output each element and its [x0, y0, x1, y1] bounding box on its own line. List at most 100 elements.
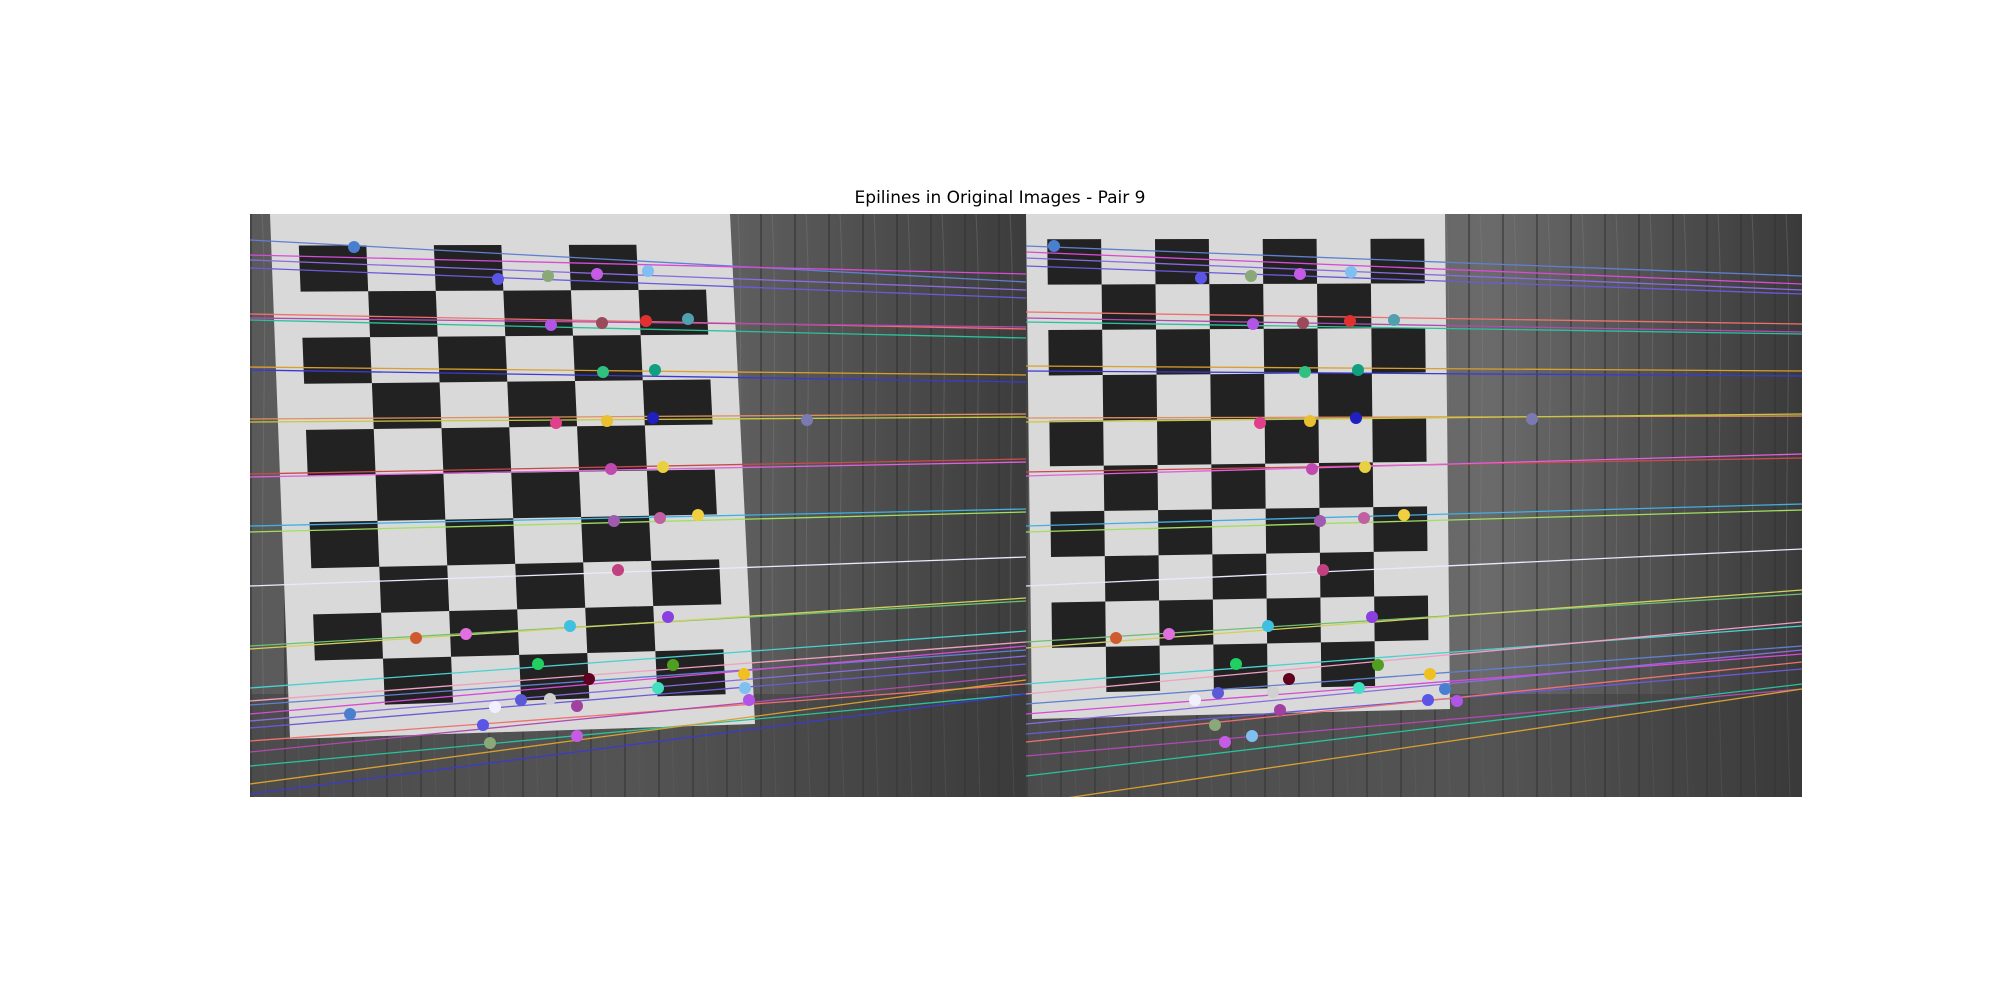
- feature-point: [739, 682, 751, 694]
- feature-point: [344, 708, 356, 720]
- board-square: [441, 427, 512, 474]
- board-square: [375, 473, 446, 521]
- board-square: [638, 289, 709, 336]
- board-square: [382, 656, 453, 705]
- epiline: [250, 649, 1026, 706]
- board-square: [581, 515, 652, 563]
- board-square: [379, 565, 450, 613]
- board-square: [1048, 329, 1103, 376]
- board-square: [298, 245, 369, 292]
- feature-point: [738, 668, 750, 680]
- epiline: [1026, 509, 1802, 533]
- board-square: [1158, 509, 1213, 556]
- board-square: [1318, 462, 1374, 508]
- epiline: [1068, 688, 1802, 797]
- board-square: [1104, 555, 1160, 602]
- epiline: [250, 267, 1026, 299]
- feature-point: [550, 417, 562, 429]
- board-square: [302, 337, 372, 384]
- wood-plank-seam: [1604, 214, 1606, 797]
- epiline: [1026, 548, 1802, 587]
- board-square: [642, 379, 713, 426]
- feature-point: [460, 628, 472, 640]
- left-points: [344, 241, 813, 749]
- feature-point: [1353, 682, 1365, 694]
- board-square: [577, 425, 647, 472]
- feature-point: [657, 461, 669, 473]
- wood-plank-seam: [1570, 214, 1572, 797]
- wood-plank-seam: [828, 214, 830, 797]
- feature-point: [348, 241, 360, 253]
- epiline: [250, 416, 1026, 423]
- epiline: [1026, 688, 1802, 757]
- feature-point: [1195, 272, 1207, 284]
- board-square: [507, 380, 578, 428]
- feature-point: [605, 463, 617, 475]
- epiline: [250, 683, 1026, 742]
- wood-plank-seam: [896, 214, 898, 797]
- wood-grain: [1683, 214, 1689, 797]
- feature-point: [682, 313, 694, 325]
- board-square: [651, 559, 722, 607]
- wood-grain: [1547, 214, 1553, 797]
- epiline: [1026, 257, 1802, 291]
- feature-point: [601, 415, 613, 427]
- feature-point: [1230, 658, 1242, 670]
- epiline: [250, 369, 1026, 383]
- board-square: [1047, 239, 1102, 285]
- feature-point: [564, 620, 576, 632]
- epiline: [1026, 317, 1802, 333]
- epiline: [250, 366, 1026, 376]
- epiline: [250, 679, 1026, 785]
- wood-plank-seam: [862, 214, 864, 797]
- epiline: [250, 645, 1026, 715]
- wood-grain: [1615, 214, 1621, 797]
- epiline: [1026, 589, 1802, 649]
- epiline: [1026, 625, 1802, 685]
- feature-point: [1388, 314, 1400, 326]
- feature-point: [1352, 364, 1364, 376]
- feature-point: [492, 273, 504, 285]
- board-square: [1264, 418, 1319, 464]
- feature-point: [1297, 317, 1309, 329]
- feature-point: [1314, 515, 1326, 527]
- board-square: [1157, 419, 1212, 465]
- feature-point: [484, 737, 496, 749]
- feature-point: [654, 512, 666, 524]
- board-square: [309, 520, 380, 569]
- epiline: [250, 458, 1026, 475]
- wood-plank-seam: [1536, 214, 1538, 797]
- epiline: [250, 319, 1026, 339]
- feature-point: [1262, 620, 1274, 632]
- board-square: [1105, 645, 1161, 693]
- figure-title: Epilines in Original Images - Pair 9: [854, 188, 1146, 208]
- board-square: [1154, 239, 1210, 285]
- feature-point: [1247, 318, 1259, 330]
- feature-point: [743, 694, 755, 706]
- board-square: [1265, 507, 1320, 554]
- board-square: [313, 612, 383, 661]
- board-square: [1051, 601, 1106, 648]
- feature-point: [667, 659, 679, 671]
- epiline: [1026, 645, 1802, 705]
- feature-point: [1345, 266, 1357, 278]
- epiline: [1026, 365, 1802, 372]
- feature-point: [1189, 694, 1201, 706]
- left-image: [250, 214, 1026, 797]
- feature-point: [1254, 417, 1266, 429]
- board-square: [371, 382, 442, 430]
- feature-point: [1299, 366, 1311, 378]
- board-square: [1371, 327, 1426, 373]
- board-square: [1103, 464, 1159, 511]
- left-checkerboard: [270, 214, 755, 739]
- board-square: [572, 335, 643, 381]
- board-square: [1050, 510, 1105, 558]
- wood-plank-seam: [760, 214, 762, 797]
- feature-point: [1344, 315, 1356, 327]
- feature-point: [1274, 704, 1286, 716]
- board-square: [1372, 417, 1427, 463]
- feature-point: [642, 265, 654, 277]
- feature-point: [597, 366, 609, 378]
- wood-plank-seam: [964, 214, 966, 797]
- feature-point: [1163, 628, 1175, 640]
